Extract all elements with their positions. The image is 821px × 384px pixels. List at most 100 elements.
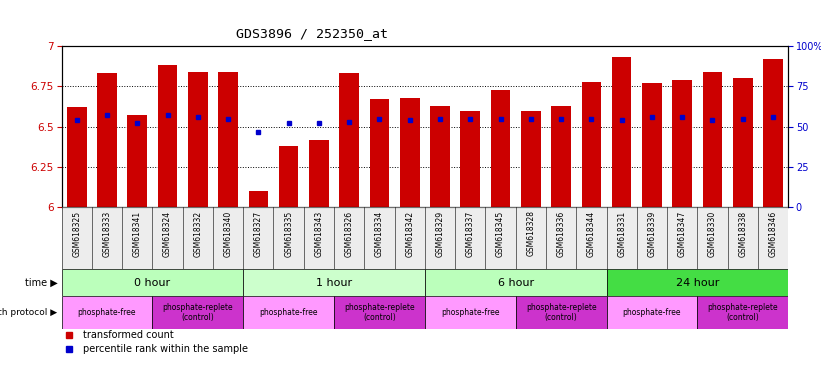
Text: GSM618336: GSM618336 (557, 210, 566, 257)
Text: GSM618331: GSM618331 (617, 210, 626, 257)
Text: GSM618332: GSM618332 (193, 210, 202, 257)
Bar (279, 146, 299, 207)
Bar (97, 73, 117, 207)
Bar (62, 269, 243, 296)
Bar (491, 89, 511, 207)
Text: GSM618341: GSM618341 (133, 210, 142, 257)
Text: GSM618342: GSM618342 (406, 210, 415, 257)
Text: GSM618335: GSM618335 (284, 210, 293, 257)
Bar (551, 106, 571, 207)
Bar (697, 207, 727, 269)
Bar (67, 108, 86, 207)
Bar (127, 116, 147, 207)
Bar (697, 296, 788, 329)
Text: GSM618344: GSM618344 (587, 210, 596, 257)
Bar (727, 207, 758, 269)
Bar (672, 80, 692, 207)
Bar (521, 111, 541, 207)
Text: GSM618337: GSM618337 (466, 210, 475, 257)
Bar (430, 106, 450, 207)
Bar (516, 296, 607, 329)
Text: GSM618330: GSM618330 (708, 210, 717, 257)
Bar (243, 296, 334, 329)
Text: GSM618326: GSM618326 (345, 210, 354, 257)
Bar (153, 296, 243, 329)
Bar (395, 207, 425, 269)
Bar (182, 207, 213, 269)
Text: GSM618334: GSM618334 (375, 210, 384, 257)
Text: phosphate-free: phosphate-free (622, 308, 681, 317)
Bar (455, 207, 485, 269)
Text: GSM618340: GSM618340 (223, 210, 232, 257)
Text: GSM618324: GSM618324 (163, 210, 172, 257)
Text: 1 hour: 1 hour (316, 278, 352, 288)
Text: phosphate-replete
(control): phosphate-replete (control) (525, 303, 596, 323)
Bar (365, 207, 395, 269)
Bar (516, 207, 546, 269)
Text: phosphate-replete
(control): phosphate-replete (control) (708, 303, 778, 323)
Text: 24 hour: 24 hour (676, 278, 719, 288)
Text: percentile rank within the sample: percentile rank within the sample (84, 344, 249, 354)
Text: GSM618345: GSM618345 (496, 210, 505, 257)
Bar (425, 207, 455, 269)
Text: phosphate-free: phosphate-free (259, 308, 318, 317)
Bar (218, 72, 238, 207)
Bar (607, 207, 637, 269)
Bar (153, 207, 182, 269)
Text: phosphate-replete
(control): phosphate-replete (control) (163, 303, 233, 323)
Bar (637, 207, 667, 269)
Bar (642, 83, 662, 207)
Text: phosphate-free: phosphate-free (78, 308, 136, 317)
Text: GSM618338: GSM618338 (738, 210, 747, 257)
Bar (485, 207, 516, 269)
Text: GSM618339: GSM618339 (648, 210, 657, 257)
Text: GSM618347: GSM618347 (677, 210, 686, 257)
Text: phosphate-free: phosphate-free (441, 308, 499, 317)
Text: GSM618327: GSM618327 (254, 210, 263, 257)
Text: GSM618329: GSM618329 (435, 210, 444, 257)
Text: 0 hour: 0 hour (135, 278, 171, 288)
Bar (249, 191, 268, 207)
Text: transformed count: transformed count (84, 330, 174, 340)
Bar (546, 207, 576, 269)
Bar (62, 207, 92, 269)
Bar (339, 73, 359, 207)
Bar (425, 296, 516, 329)
Bar (425, 269, 607, 296)
Bar (158, 65, 177, 207)
Bar (334, 207, 365, 269)
Text: GSM618333: GSM618333 (103, 210, 112, 257)
Text: GSM618325: GSM618325 (72, 210, 81, 257)
Text: GSM618328: GSM618328 (526, 210, 535, 257)
Bar (304, 207, 334, 269)
Bar (243, 207, 273, 269)
Bar (369, 99, 389, 207)
Bar (607, 296, 697, 329)
Text: GSM618346: GSM618346 (768, 210, 777, 257)
Bar (122, 207, 153, 269)
Bar (243, 269, 425, 296)
Bar (461, 111, 480, 207)
Bar (273, 207, 304, 269)
Bar (188, 72, 208, 207)
Bar (213, 207, 243, 269)
Bar (581, 81, 601, 207)
Bar (733, 78, 753, 207)
Text: phosphate-replete
(control): phosphate-replete (control) (344, 303, 415, 323)
Bar (334, 296, 425, 329)
Bar (309, 140, 328, 207)
Bar (400, 98, 420, 207)
Text: time ▶: time ▶ (25, 278, 57, 288)
Bar (62, 296, 153, 329)
Bar (764, 59, 783, 207)
Bar (607, 269, 788, 296)
Text: GDS3896 / 252350_at: GDS3896 / 252350_at (236, 27, 388, 40)
Bar (612, 57, 631, 207)
Bar (703, 72, 722, 207)
Bar (758, 207, 788, 269)
Bar (576, 207, 607, 269)
Bar (667, 207, 697, 269)
Text: GSM618343: GSM618343 (314, 210, 323, 257)
Bar (92, 207, 122, 269)
Text: growth protocol ▶: growth protocol ▶ (0, 308, 57, 317)
